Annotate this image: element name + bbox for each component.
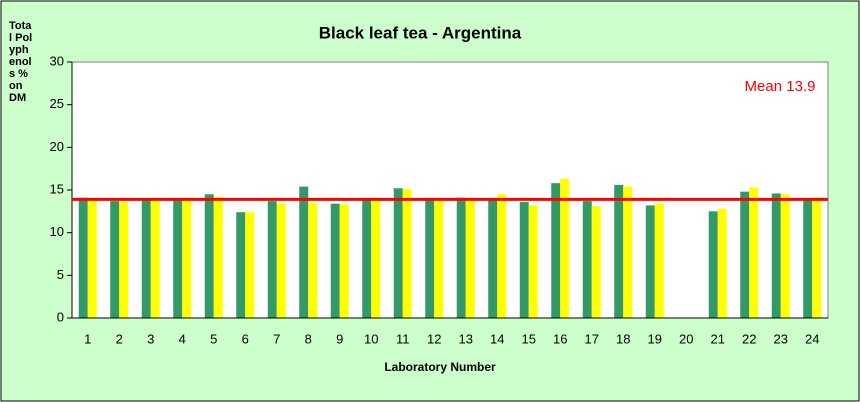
y-tick-label: 15 (50, 181, 64, 196)
bar (740, 191, 750, 318)
y-tick-label: 10 (50, 224, 64, 239)
x-tick-label: 8 (305, 331, 312, 346)
bar (434, 201, 444, 318)
x-tick-label: 24 (805, 331, 819, 346)
x-tick-label: 14 (490, 331, 504, 346)
bar (276, 203, 286, 318)
y-tick-label: 20 (50, 139, 64, 154)
bar (528, 205, 538, 318)
y-tick-label: 25 (50, 96, 64, 111)
x-tick-label: 12 (427, 331, 441, 346)
bar (173, 200, 183, 318)
bar (110, 201, 120, 318)
bar (393, 188, 403, 318)
x-tick-label: 15 (522, 331, 536, 346)
bar (425, 200, 435, 318)
bar (456, 197, 466, 318)
bar (87, 198, 97, 318)
bar (803, 198, 813, 318)
bar (551, 183, 561, 318)
bar (645, 205, 655, 318)
bar (402, 189, 412, 318)
bar (141, 198, 151, 318)
bar (362, 198, 372, 318)
x-tick-label: 20 (679, 331, 693, 346)
bar (339, 204, 349, 318)
y-tick-label: 5 (57, 267, 64, 282)
x-tick-label: 21 (711, 331, 725, 346)
bar (119, 201, 129, 318)
x-tick-label: 10 (364, 331, 378, 346)
mean-label: Mean 13.9 (745, 78, 816, 95)
bar (708, 211, 718, 318)
x-tick-label: 7 (273, 331, 280, 346)
bar (560, 178, 570, 318)
x-tick-label: 22 (742, 331, 756, 346)
x-axis-title: Laboratory Number (384, 360, 496, 374)
bar (465, 198, 475, 318)
bar (308, 202, 318, 318)
y-tick-label: 30 (50, 53, 64, 68)
x-tick-label: 3 (147, 331, 154, 346)
bar (371, 197, 381, 318)
x-tick-label: 13 (459, 331, 473, 346)
bar (245, 212, 255, 318)
bar (267, 201, 277, 318)
bar (614, 184, 624, 318)
bar (150, 198, 160, 318)
x-tick-label: 5 (210, 331, 217, 346)
x-tick-label: 4 (179, 331, 186, 346)
bar (780, 194, 790, 318)
bar (717, 208, 727, 318)
x-tick-label: 16 (553, 331, 567, 346)
x-tick-label: 11 (396, 331, 410, 346)
bar (582, 201, 592, 318)
bar (488, 198, 498, 318)
bar (182, 198, 192, 318)
y-tick-label: 0 (57, 309, 64, 324)
x-tick-label: 19 (648, 331, 662, 346)
bar (299, 186, 309, 318)
bar (330, 203, 340, 318)
plot-area (71, 61, 829, 319)
x-tick-label: 9 (336, 331, 343, 346)
bar (771, 193, 781, 318)
bar (812, 197, 822, 318)
x-tick-label: 18 (616, 331, 630, 346)
x-tick-label: 1 (84, 331, 91, 346)
bar (236, 212, 246, 318)
bar (213, 196, 223, 318)
bar (749, 187, 759, 318)
x-tick-label: 2 (116, 331, 123, 346)
x-tick-label: 17 (585, 331, 599, 346)
bar (623, 186, 633, 318)
bar (519, 201, 529, 318)
y-axis-title: Total Polyphenols % on DM (9, 20, 33, 104)
bar (591, 206, 601, 318)
x-tick-label: 6 (242, 331, 249, 346)
x-tick-label: 23 (774, 331, 788, 346)
bar (78, 197, 88, 318)
bar (204, 194, 214, 318)
chart-title: Black leaf tea - Argentina (319, 23, 522, 42)
bar (654, 203, 664, 318)
bar (497, 194, 507, 318)
